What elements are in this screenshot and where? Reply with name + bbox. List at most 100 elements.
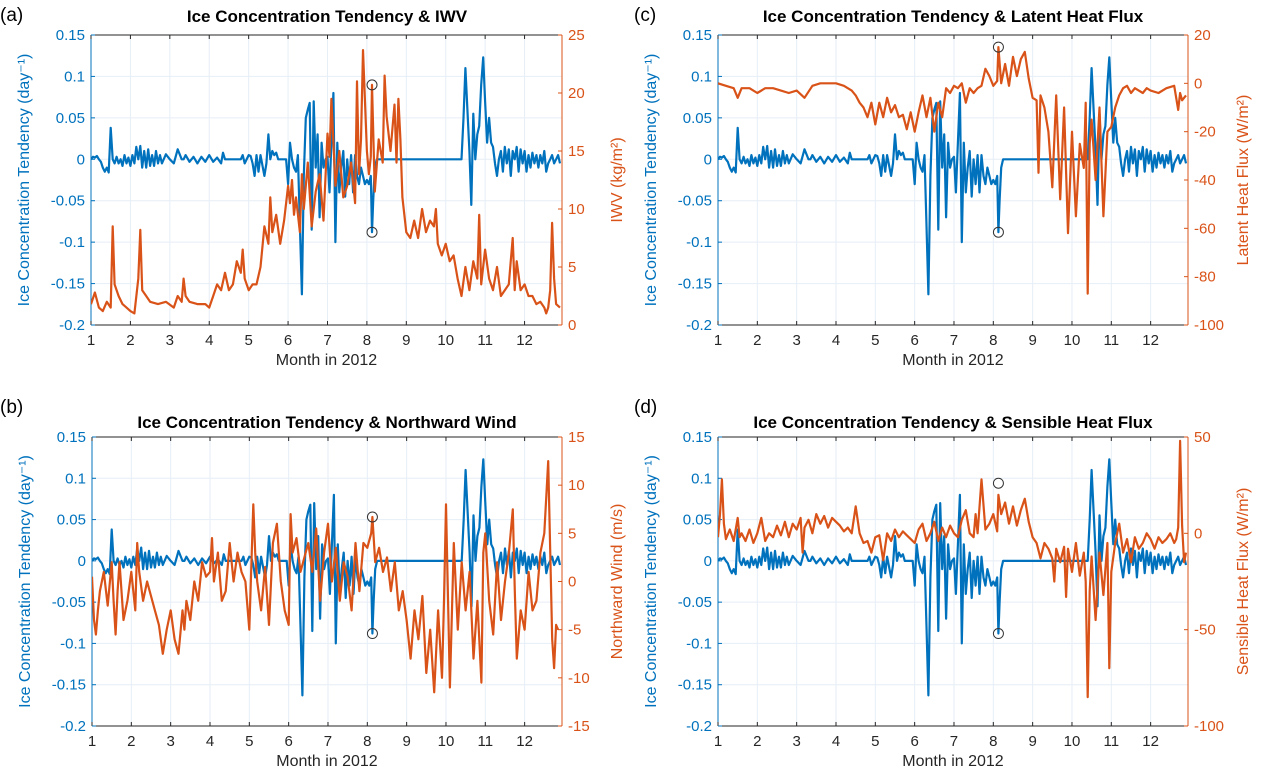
x-axis-label: Month in 2012 — [276, 352, 378, 369]
x-tick-label: 1 — [88, 733, 96, 750]
x-tick-label: 8 — [363, 332, 371, 349]
highlight-marker — [366, 511, 378, 523]
x-tick-label: 8 — [363, 733, 371, 750]
left-tick-label: 0.15 — [683, 429, 712, 446]
left-tick-label: -0.2 — [686, 718, 712, 735]
x-tick-label: 4 — [832, 332, 840, 349]
highlight-marker — [992, 477, 1004, 489]
panel-c: 1 2 3 4 5 6 7 8 9 10 11 12-0.2-0.15-0.1-0.0500.050.… — [634, 5, 1252, 369]
panel-d: 1 2 3 4 5 6 7 8 9 10 11 12-0.2-0.15-0.1-0.0500.050.… — [634, 397, 1252, 770]
x-tick-label: 10 — [438, 733, 455, 750]
left-tick-label: 0.1 — [691, 470, 712, 487]
x-tick-label: 3 — [792, 733, 800, 750]
x-tick-label: 7 — [950, 332, 958, 349]
x-tick-label: 11 — [1104, 332, 1120, 349]
left-tick-label: -0.1 — [59, 234, 85, 251]
panel-b: 1 2 3 4 5 6 7 8 9 10 11 12-0.2-0.15-0.1-0.0500.050.… — [0, 397, 626, 770]
chart-title: Ice Concentration Tendency & Northward W… — [137, 413, 516, 432]
right-y-axis-label: Sensible Heat Flux (W/m²) — [1235, 488, 1252, 676]
x-tick-label: 8 — [989, 332, 997, 349]
x-tick-label: 9 — [402, 332, 410, 349]
left-tick-label: 0.15 — [57, 429, 86, 446]
left-tick-label: -0.1 — [686, 635, 712, 652]
right-tick-label: 15 — [568, 429, 585, 446]
x-tick-label: 1 — [714, 733, 722, 750]
right-tick-label: -80 — [1194, 269, 1216, 286]
x-axis-label: Month in 2012 — [902, 352, 1004, 369]
left-tick-label: -0.1 — [60, 635, 86, 652]
right-tick-label: -40 — [1194, 172, 1216, 189]
x-tick-label: 11 — [1104, 733, 1120, 750]
right-tick-label: 5 — [568, 525, 576, 542]
x-tick-label: 12 — [516, 733, 533, 750]
chart-title: Ice Concentration Tendency & Latent Heat… — [763, 7, 1144, 26]
right-tick-label: -100 — [1194, 718, 1224, 735]
left-y-axis-label: Ice Concentration Tendency (day⁻¹) — [643, 54, 660, 307]
highlight-marker — [992, 628, 1004, 640]
right-tick-label: 10 — [568, 477, 585, 494]
left-tick-label: -0.2 — [60, 718, 86, 735]
x-tick-label: 3 — [166, 733, 174, 750]
left-tick-label: 0.05 — [56, 110, 85, 127]
right-tick-label: -20 — [1194, 124, 1216, 141]
right-tick-label: 10 — [568, 201, 585, 218]
right-tick-label: 0 — [1194, 75, 1202, 92]
x-tick-label: 3 — [166, 332, 174, 349]
left-tick-label: -0.15 — [678, 276, 712, 293]
x-tick-label: 12 — [1142, 332, 1159, 349]
highlight-marker — [366, 226, 378, 238]
x-tick-label: 2 — [753, 332, 761, 349]
x-tick-label: 10 — [1064, 332, 1081, 349]
chart-title: Ice Concentration Tendency & Sensible He… — [753, 413, 1153, 432]
x-tick-label: 6 — [910, 332, 918, 349]
right-tick-label: -50 — [1194, 622, 1216, 639]
left-tick-label: 0.1 — [691, 68, 712, 85]
x-tick-label: 12 — [1142, 733, 1159, 750]
left-tick-label: 0.15 — [56, 27, 85, 44]
panel-a: 1 2 3 4 5 6 7 8 9 10 11 12-0.2-0.15-0.1-0.0500.050.… — [0, 5, 626, 369]
x-tick-label: 1 — [714, 332, 722, 349]
x-tick-label: 5 — [871, 332, 879, 349]
x-tick-label: 7 — [323, 332, 331, 349]
right-tick-label: -10 — [568, 670, 590, 687]
left-tick-label: -0.1 — [686, 234, 712, 251]
right-tick-label: 0 — [568, 317, 576, 334]
right-y-axis-label: IWV (kg/m²) — [609, 137, 626, 222]
highlight-marker — [366, 79, 378, 91]
right-tick-label: 50 — [1194, 429, 1211, 446]
left-tick-label: -0.2 — [59, 317, 85, 334]
left-tick-label: -0.15 — [52, 677, 86, 694]
left-tick-label: -0.05 — [678, 594, 712, 611]
x-tick-label: 10 — [1064, 733, 1081, 750]
left-tick-label: 0 — [704, 553, 712, 570]
ice-tendency-line — [718, 458, 1188, 697]
left-tick-label: 0.1 — [64, 68, 85, 85]
x-tick-label: 7 — [324, 733, 332, 750]
x-tick-label: 4 — [205, 332, 213, 349]
panel-label: (b) — [0, 397, 23, 418]
x-tick-label: 11 — [477, 332, 493, 349]
x-tick-label: 7 — [950, 733, 958, 750]
right-tick-label: 15 — [568, 143, 585, 160]
chart-title: Ice Concentration Tendency & IWV — [187, 7, 468, 26]
ice-tendency-line — [92, 458, 562, 697]
x-tick-label: 4 — [206, 733, 214, 750]
right-tick-label: 20 — [568, 85, 585, 102]
x-axis-label: Month in 2012 — [276, 753, 378, 770]
x-tick-label: 11 — [478, 733, 494, 750]
right-tick-label: -15 — [568, 718, 590, 735]
highlight-marker — [366, 628, 378, 640]
right-series-line — [91, 49, 561, 315]
x-axis-label: Month in 2012 — [902, 753, 1004, 770]
left-tick-label: -0.15 — [678, 677, 712, 694]
right-tick-label: -60 — [1194, 220, 1216, 237]
x-tick-label: 4 — [832, 733, 840, 750]
right-tick-label: 5 — [568, 259, 576, 276]
right-tick-label: 25 — [568, 27, 585, 44]
left-tick-label: 0.05 — [683, 512, 712, 529]
left-tick-label: -0.05 — [52, 594, 86, 611]
right-tick-label: -100 — [1194, 317, 1224, 334]
right-series-line — [718, 439, 1188, 699]
right-tick-label: 0 — [1194, 525, 1202, 542]
